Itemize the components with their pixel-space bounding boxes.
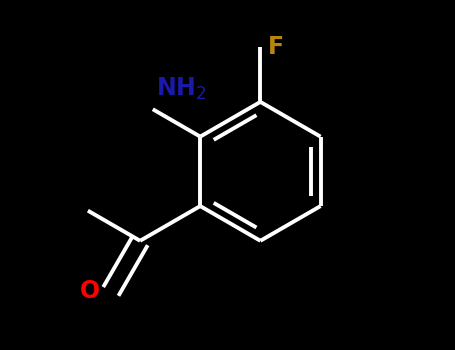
Text: O: O xyxy=(80,279,100,303)
Text: F: F xyxy=(268,35,284,59)
Text: NH$_2$: NH$_2$ xyxy=(157,76,207,102)
